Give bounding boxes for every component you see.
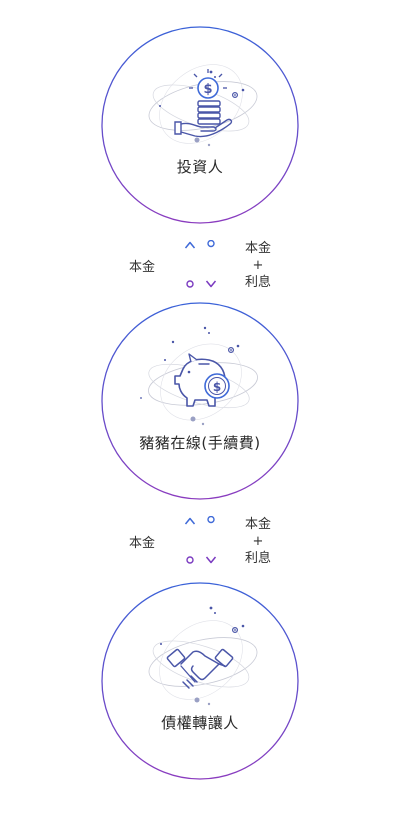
- principal-label: 本金: [244, 241, 271, 256]
- handshake-icon: [148, 606, 258, 706]
- node-platform: $ 豬豬在線(手續費): [101, 302, 299, 500]
- down-arrow-icon: [205, 240, 217, 288]
- circle-outline: [101, 302, 299, 500]
- interest-label: 利息: [244, 275, 271, 290]
- piggy-bank-icon: $: [140, 326, 258, 426]
- node-label: 投資人: [176, 158, 224, 176]
- coin-hand-icon: $: [148, 64, 258, 147]
- up-arrow-icon: [184, 517, 196, 564]
- money-flow: 本金 本金 + 利息: [0, 516, 400, 576]
- node-label: 豬豬在線(手續費): [139, 434, 261, 452]
- svg-text:$: $: [213, 380, 221, 394]
- up-arrow-icon: [184, 241, 196, 288]
- principal-label: 本金: [129, 536, 156, 551]
- node-label: 債權轉讓人: [161, 714, 239, 732]
- node-transferor: 債權轉讓人: [101, 582, 299, 780]
- money-flow: 本金 本金 + 利息: [0, 240, 400, 300]
- principal-label: 本金: [129, 260, 156, 275]
- circle-outline: [101, 582, 299, 780]
- plus-sign: +: [252, 534, 264, 549]
- node-investor: $ 投資人: [101, 26, 299, 224]
- circle-outline: [101, 26, 299, 224]
- svg-text:$: $: [203, 82, 212, 97]
- flow-arrows: [184, 516, 217, 564]
- flow-arrows: [184, 240, 217, 288]
- down-arrow-icon: [205, 516, 217, 564]
- plus-sign: +: [252, 258, 264, 273]
- return-label: 本金 + 利息: [238, 516, 278, 567]
- interest-label: 利息: [244, 551, 271, 566]
- principal-label: 本金: [244, 517, 271, 532]
- return-label: 本金 + 利息: [238, 240, 278, 291]
